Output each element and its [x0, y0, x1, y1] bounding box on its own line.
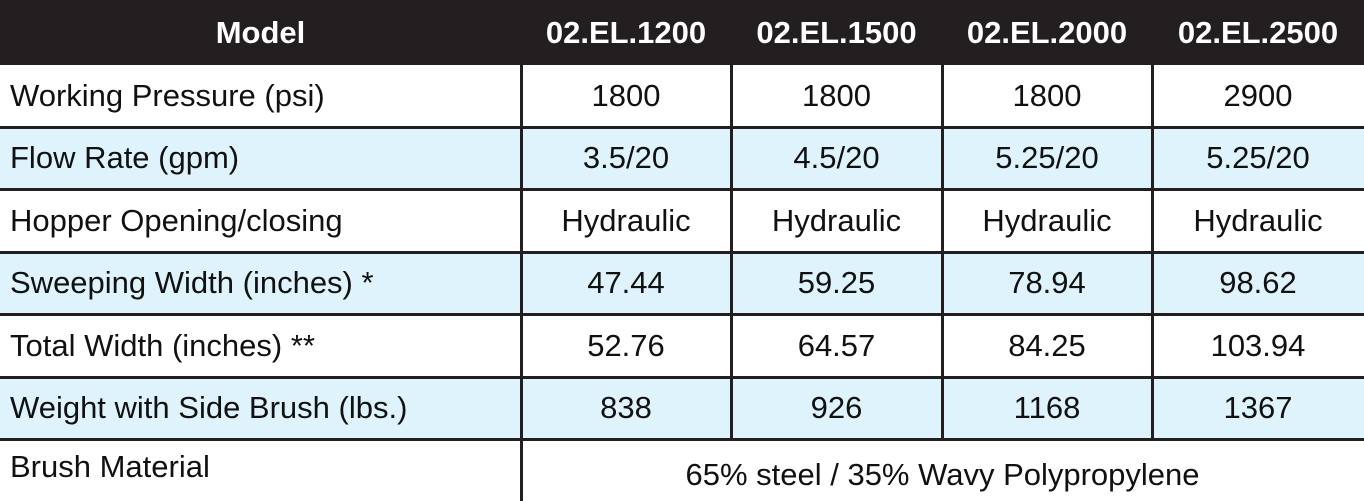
row-divider	[0, 437, 1364, 441]
cell-value: 1367	[1152, 377, 1364, 439]
row-label: Working Pressure (psi)	[10, 78, 325, 113]
row-label: Total Width (inches) **	[10, 327, 315, 363]
row-divider	[0, 125, 1364, 129]
cell-value: 103.94	[1210, 327, 1306, 363]
cell-value: 1800	[591, 78, 661, 113]
column-divider	[1150, 65, 1154, 439]
cell-value: 47.44	[521, 252, 731, 314]
cell-value: 5.25/20	[942, 127, 1152, 189]
cell-value: 98.62	[1152, 252, 1364, 314]
cell-value: 3.5/20	[521, 127, 731, 189]
row-label: Brush Material	[10, 449, 210, 484]
cell-value: 5.25/20	[1152, 127, 1364, 189]
row-divider	[0, 250, 1364, 254]
column-divider	[940, 65, 944, 439]
cell-value: 65% steel / 35% Wavy Polypropylene	[685, 457, 1200, 492]
header-cell: 02.EL.2500	[1152, 0, 1364, 65]
row-divider	[0, 312, 1364, 316]
row-label: Flow Rate (gpm)	[0, 127, 521, 189]
row-label: Hopper Opening/closing	[10, 202, 343, 238]
column-divider	[729, 65, 733, 439]
cell-value: Hydraulic	[771, 202, 902, 238]
cell-value: 84.25	[1008, 327, 1086, 363]
cell-value: 59.25	[731, 252, 942, 314]
cell-value: 4.5/20	[731, 127, 942, 189]
row-label: Sweeping Width (inches) *	[0, 252, 521, 314]
row-divider	[0, 375, 1364, 379]
cell-value: Hydraulic	[982, 202, 1112, 238]
cell-value: 64.57	[797, 327, 876, 363]
cell-value: 78.94	[942, 252, 1152, 314]
cell-value: 2900	[1223, 78, 1293, 113]
cell-value: 1800	[802, 78, 871, 113]
cell-value: Hydraulic	[561, 202, 691, 238]
header-cell: 02.EL.2000	[942, 0, 1152, 65]
cell-value: 838	[521, 377, 731, 439]
header-cell: 02.EL.1200	[521, 0, 731, 65]
cell-value: 1800	[1012, 78, 1082, 113]
cell-value: Hydraulic	[1193, 202, 1323, 238]
row-divider	[0, 187, 1364, 191]
column-divider	[519, 65, 523, 501]
header-cell: 02.EL.1500	[731, 0, 942, 65]
cell-value: 52.76	[587, 327, 665, 363]
cell-value: 1168	[942, 377, 1152, 439]
row-label: Weight with Side Brush (lbs.)	[0, 377, 521, 439]
cell-value: 926	[731, 377, 942, 439]
header-cell: Model	[0, 0, 521, 65]
